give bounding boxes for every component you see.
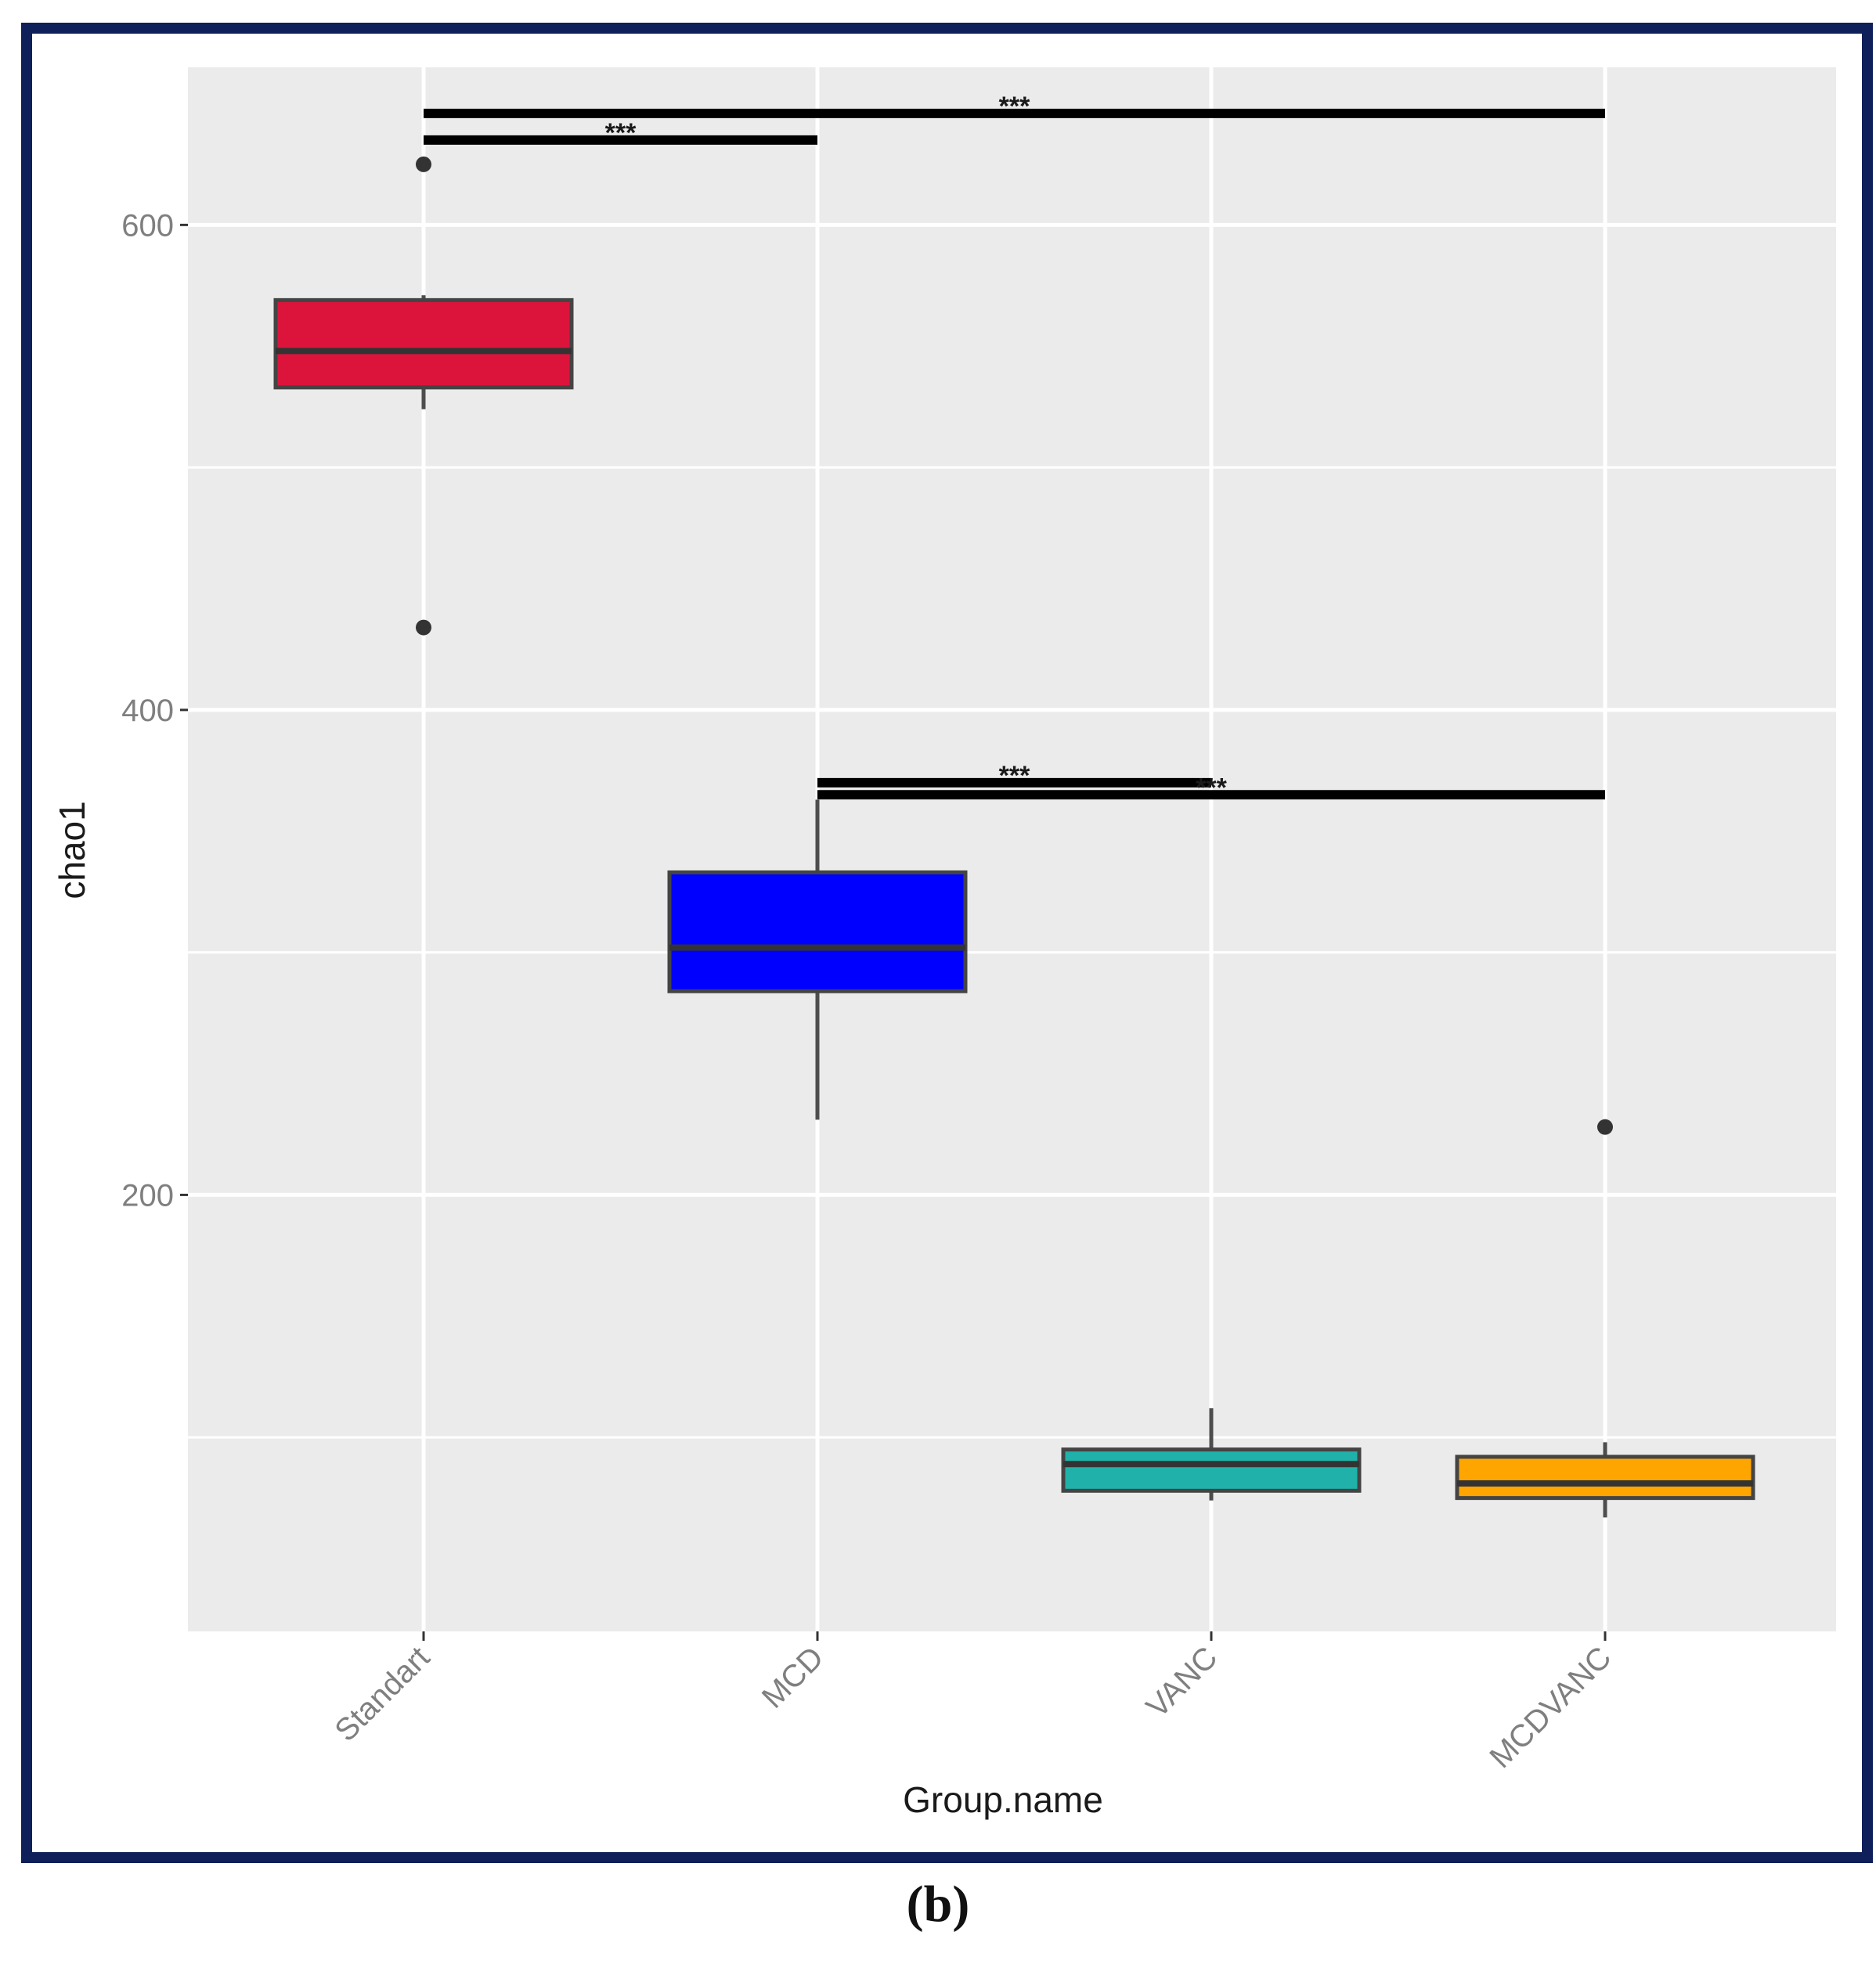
minor-grid <box>188 466 1836 1439</box>
y-tick-label: 400 <box>121 694 174 728</box>
significance-label: *** <box>999 761 1030 791</box>
x-axis-title: Group.name <box>903 1779 1103 1820</box>
y-axis-ticks: 200 400 600 <box>121 208 188 1213</box>
significance-label: *** <box>1196 773 1227 802</box>
box-standart <box>273 297 574 390</box>
y-axis-title: chao1 <box>52 801 92 899</box>
outlier-point <box>416 619 431 636</box>
box-vanc <box>1061 1447 1362 1493</box>
outlier-point <box>416 156 431 172</box>
significance-label: *** <box>999 92 1030 121</box>
significance-brackets: *** *** *** *** <box>424 92 1605 802</box>
box-mcd <box>667 870 968 993</box>
y-tick-label: 200 <box>121 1178 174 1213</box>
x-tick-label: MCDVANC <box>1483 1640 1618 1775</box>
x-tick-label: MCD <box>756 1640 831 1715</box>
significance-label: *** <box>605 118 637 148</box>
x-tick-label: Standart <box>328 1640 436 1748</box>
x-tick-label: VANC <box>1140 1640 1225 1725</box>
figure-caption: (b) <box>906 1876 970 1933</box>
figure-frame: 200 400 600 Standart MCD VANC MCDVANC *** *** *… <box>21 23 1873 1863</box>
box-series <box>273 156 1755 1518</box>
y-tick-label: 600 <box>121 208 174 243</box>
box-mcdvanc <box>1455 1454 1755 1501</box>
outlier-point <box>1597 1119 1613 1135</box>
major-grid <box>188 67 1836 1631</box>
x-axis-ticks: Standart MCD VANC MCDVANC <box>328 1631 1618 1775</box>
